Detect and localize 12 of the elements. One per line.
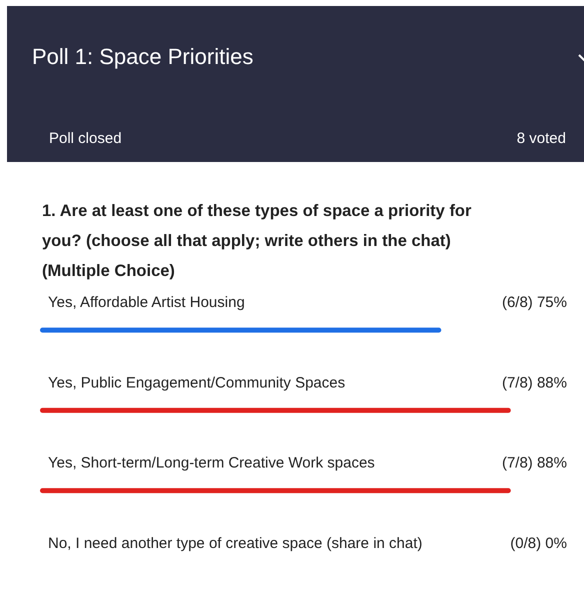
y-tick-label: Yes, Public Engagement/Community Spaces [48,374,346,392]
chart-subtitle: 1. Are at least one of these types of space a priority for you? (choose all that apply; write others in the chat)(Multiple Choice) [42,201,472,282]
text: 8 voted [516,130,566,147]
chart-title: Poll 1: Space Priorities [32,44,254,70]
y-tick-label: No, I need another type of creative space (share in chat) [48,534,422,552]
y-tick-label: Yes, Affordable Artist Housing [48,294,245,312]
y-tick-label: Yes, Short-term/Long-term Creative Work spaces [48,454,375,472]
data-label: (7/8) 88% [502,374,567,392]
data-label: (6/8) 75% [502,294,567,312]
text: Poll closed [49,130,122,147]
data-label: (7/8) 88% [502,454,567,472]
data-label: (0/8) 0% [510,534,567,552]
